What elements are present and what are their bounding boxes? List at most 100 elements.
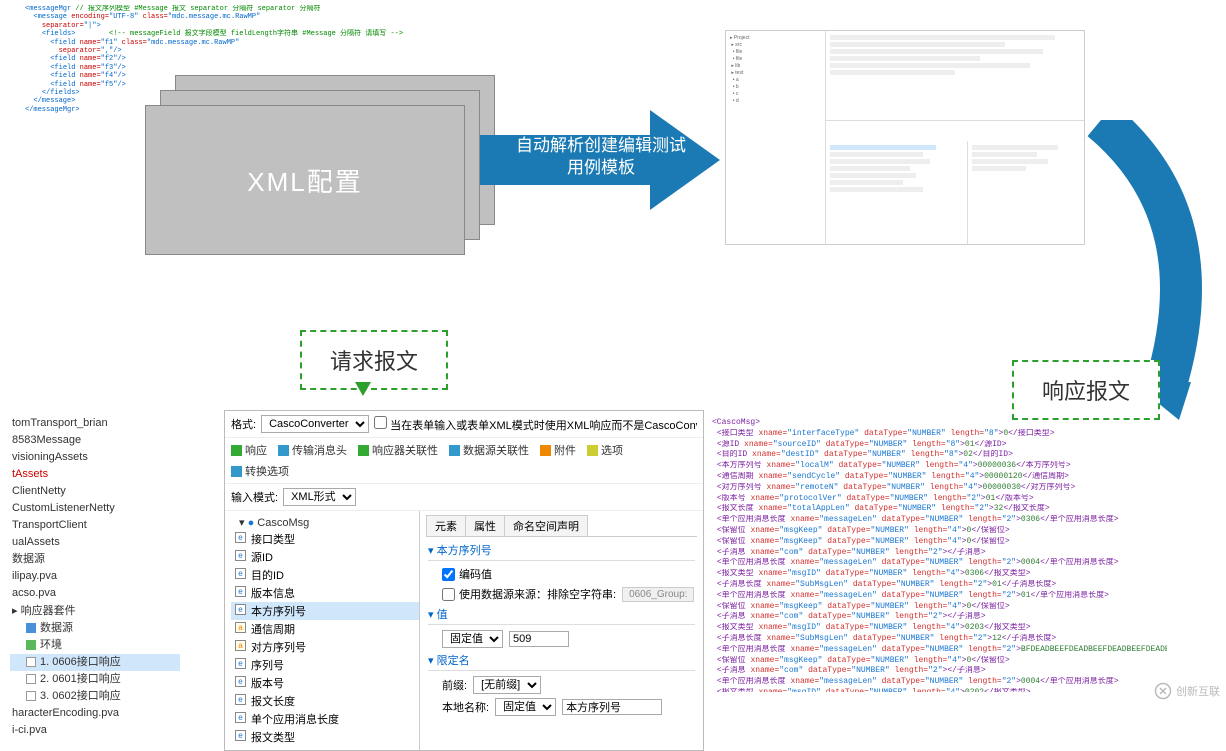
msg-tree-node[interactable]: e接口类型 [231, 530, 419, 548]
xml-line: <版本号 xname="protocolVer" dataType="NUMBE… [712, 494, 1167, 505]
attribute-icon: a [235, 622, 246, 633]
tree-item[interactable]: 8583Message [10, 432, 180, 449]
toolbar-附件[interactable]: 附件 [540, 442, 576, 458]
format-select[interactable]: CascoConverter [261, 415, 369, 433]
tree-subitem[interactable]: 环境 [10, 637, 180, 654]
tree-subitem[interactable]: 1. 0606接口响应 [10, 654, 180, 671]
msg-tree-node[interactable]: e版本信息 [231, 584, 419, 602]
msg-tree-node[interactable]: e报文长度 [231, 692, 419, 710]
xml-line: <接口类型 xname="interfaceType" dataType="NU… [712, 429, 1167, 440]
xml-line: <子消息 xname="com" dataType="NUMBER" lengt… [712, 612, 1167, 623]
prefix-select[interactable]: [无前缀] [473, 676, 541, 694]
property-tabs[interactable]: 元素属性命名空间声明 [426, 515, 697, 537]
use-datasource-checkbox[interactable]: 使用数据源来源：排除空字符串: [442, 586, 616, 602]
xml-line: <保留位 xname="msgKeep" dataType="NUMBER" l… [712, 526, 1167, 537]
toolbar-传输消息头[interactable]: 传输消息头 [278, 442, 347, 458]
localname-mode-select[interactable]: 固定值 [495, 698, 556, 716]
blue-icon [449, 445, 460, 456]
tree-item[interactable]: TransportClient [10, 517, 180, 534]
message-tree[interactable]: ▾ ● CascoMsg e接口类型e源IDe目的IDe版本信息e本方序列号a通… [225, 511, 420, 750]
msg-tree-node[interactable]: e报文类型 [231, 728, 419, 746]
xml-line: <子消息 xname="com" dataType="NUMBER" lengt… [712, 548, 1167, 559]
prop-tab[interactable]: 元素 [426, 515, 466, 536]
tree-item[interactable]: ClientNetty [10, 483, 180, 500]
doc-icon [26, 674, 36, 684]
toolbar-label: 传输消息头 [292, 442, 347, 458]
localname-input[interactable] [562, 699, 662, 715]
format-checkbox[interactable]: 当在表单输入或表单XML模式时使用XML响应而不是CascoConverter [374, 416, 697, 433]
msg-tree-node[interactable]: e序列号 [231, 656, 419, 674]
tree-item[interactable]: CustomListenerNetty [10, 500, 180, 517]
msg-tree-node[interactable]: a对方序列号 [231, 638, 419, 656]
msg-tree-node[interactable]: e目的ID [231, 566, 419, 584]
tree-subitem[interactable]: 2. 0601接口响应 [10, 671, 180, 688]
tree-item[interactable]: ilipay.pva [10, 568, 180, 585]
format-label: 格式: [231, 416, 256, 432]
input-mode-row: 输入模式: XML形式 [225, 484, 703, 511]
encode-checkbox[interactable]: 编码值 [442, 566, 492, 582]
blue-icon [26, 623, 36, 633]
response-label: 响应报文 [1012, 360, 1160, 420]
element-icon: e [235, 550, 246, 561]
element-icon: e [235, 658, 246, 669]
project-tree[interactable]: tomTransport_brian8583MessagevisioningAs… [10, 415, 180, 739]
prop-tab[interactable]: 属性 [465, 515, 505, 536]
tree-item[interactable]: visioningAssets [10, 449, 180, 466]
blue-icon [231, 466, 242, 477]
msg-tree-node[interactable]: e源ID [231, 548, 419, 566]
xml-line: <子消息长度 xname="SubMsgLen" dataType="NUMBE… [712, 634, 1167, 645]
tree-item[interactable]: 数据源 [10, 551, 180, 568]
section-title: 本方序列号 [428, 540, 695, 561]
tree-subitem[interactable]: 数据源 [10, 620, 180, 637]
ide-thumb-bottom-left [826, 141, 968, 244]
toolbar-响应器关联性[interactable]: 响应器关联性 [358, 442, 438, 458]
tree-item[interactable]: ualAssets [10, 534, 180, 551]
input-mode-label: 输入模式: [231, 489, 278, 505]
msg-tree-node[interactable]: e单个应用消息长度 [231, 710, 419, 728]
tree-group[interactable]: ▸ 响应器套件 [10, 603, 180, 620]
value-input[interactable] [509, 631, 569, 647]
tree-item[interactable]: tomTransport_brian [10, 415, 180, 432]
tree-item[interactable]: haracterEncoding.pva [10, 705, 180, 722]
msg-tree-node[interactable]: a通信周期 [231, 620, 419, 638]
value-mode-select[interactable]: 固定值 [442, 630, 503, 648]
msg-tree-node[interactable]: e本方序列号 [231, 602, 419, 620]
xml-config-label: XML配置 [247, 162, 362, 199]
xml-line: <子消息 xname="com" dataType="NUMBER" lengt… [712, 666, 1167, 677]
tree-subitem[interactable]: 3. 0602接口响应 [10, 688, 180, 705]
green-icon [26, 640, 36, 650]
localname-label: 本地名称: [442, 699, 489, 715]
toolbar-转换选项[interactable]: 转换选项 [231, 463, 289, 479]
xml-line: <单个应用消息长度 xname="messageLen" dataType="N… [712, 591, 1167, 602]
toolbar-label: 附件 [554, 442, 576, 458]
xml-line: <保留位 xname="msgKeep" dataType="NUMBER" l… [712, 602, 1167, 613]
tree-subitem-label: 1. 0606接口响应 [40, 654, 121, 671]
tree-item[interactable]: acso.pva [10, 585, 180, 602]
yellow-icon [587, 445, 598, 456]
xml-line: <单个应用消息长度 xname="messageLen" dataType="N… [712, 558, 1167, 569]
msg-tree-node[interactable]: e版本号 [231, 674, 419, 692]
format-row: 格式: CascoConverter 当在表单输入或表单XML模式时使用XML响… [225, 411, 703, 438]
toolbar-选项[interactable]: 选项 [587, 442, 623, 458]
toolbar-label: 数据源关联性 [463, 442, 529, 458]
input-mode-select[interactable]: XML形式 [283, 488, 356, 506]
element-icon: e [235, 568, 246, 579]
prefix-label: 前缀: [442, 677, 467, 693]
tree-item[interactable]: tAssets [10, 466, 180, 483]
toolbar-数据源关联性[interactable]: 数据源关联性 [449, 442, 529, 458]
xml-line: <报文类型 xname="msgID" dataType="NUMBER" le… [712, 569, 1167, 580]
tree-subitem-label: 2. 0601接口响应 [40, 671, 121, 688]
xml-line: <报文类型 xname="msgID" dataType="NUMBER" le… [712, 623, 1167, 634]
xml-config-stack: <messageMgr // 报文序列模型 #Message 报文 separa… [25, 5, 475, 240]
tree-subitem-label: 环境 [40, 637, 62, 654]
tree-item[interactable]: i-ci.pva [10, 722, 180, 739]
toolbar-响应[interactable]: 响应 [231, 442, 267, 458]
element-icon: e [235, 712, 246, 723]
prop-tab[interactable]: 命名空间声明 [504, 515, 588, 536]
xml-line: <目的ID xname="destID" dataType="NUMBER" l… [712, 450, 1167, 461]
element-icon: e [235, 694, 246, 705]
tree-subitem-label: 3. 0602接口响应 [40, 688, 121, 705]
tree-root[interactable]: ▾ ● CascoMsg [231, 515, 419, 530]
xml-line: <源ID xname="sourceID" dataType="NUMBER" … [712, 440, 1167, 451]
request-label-pointer [355, 382, 371, 396]
